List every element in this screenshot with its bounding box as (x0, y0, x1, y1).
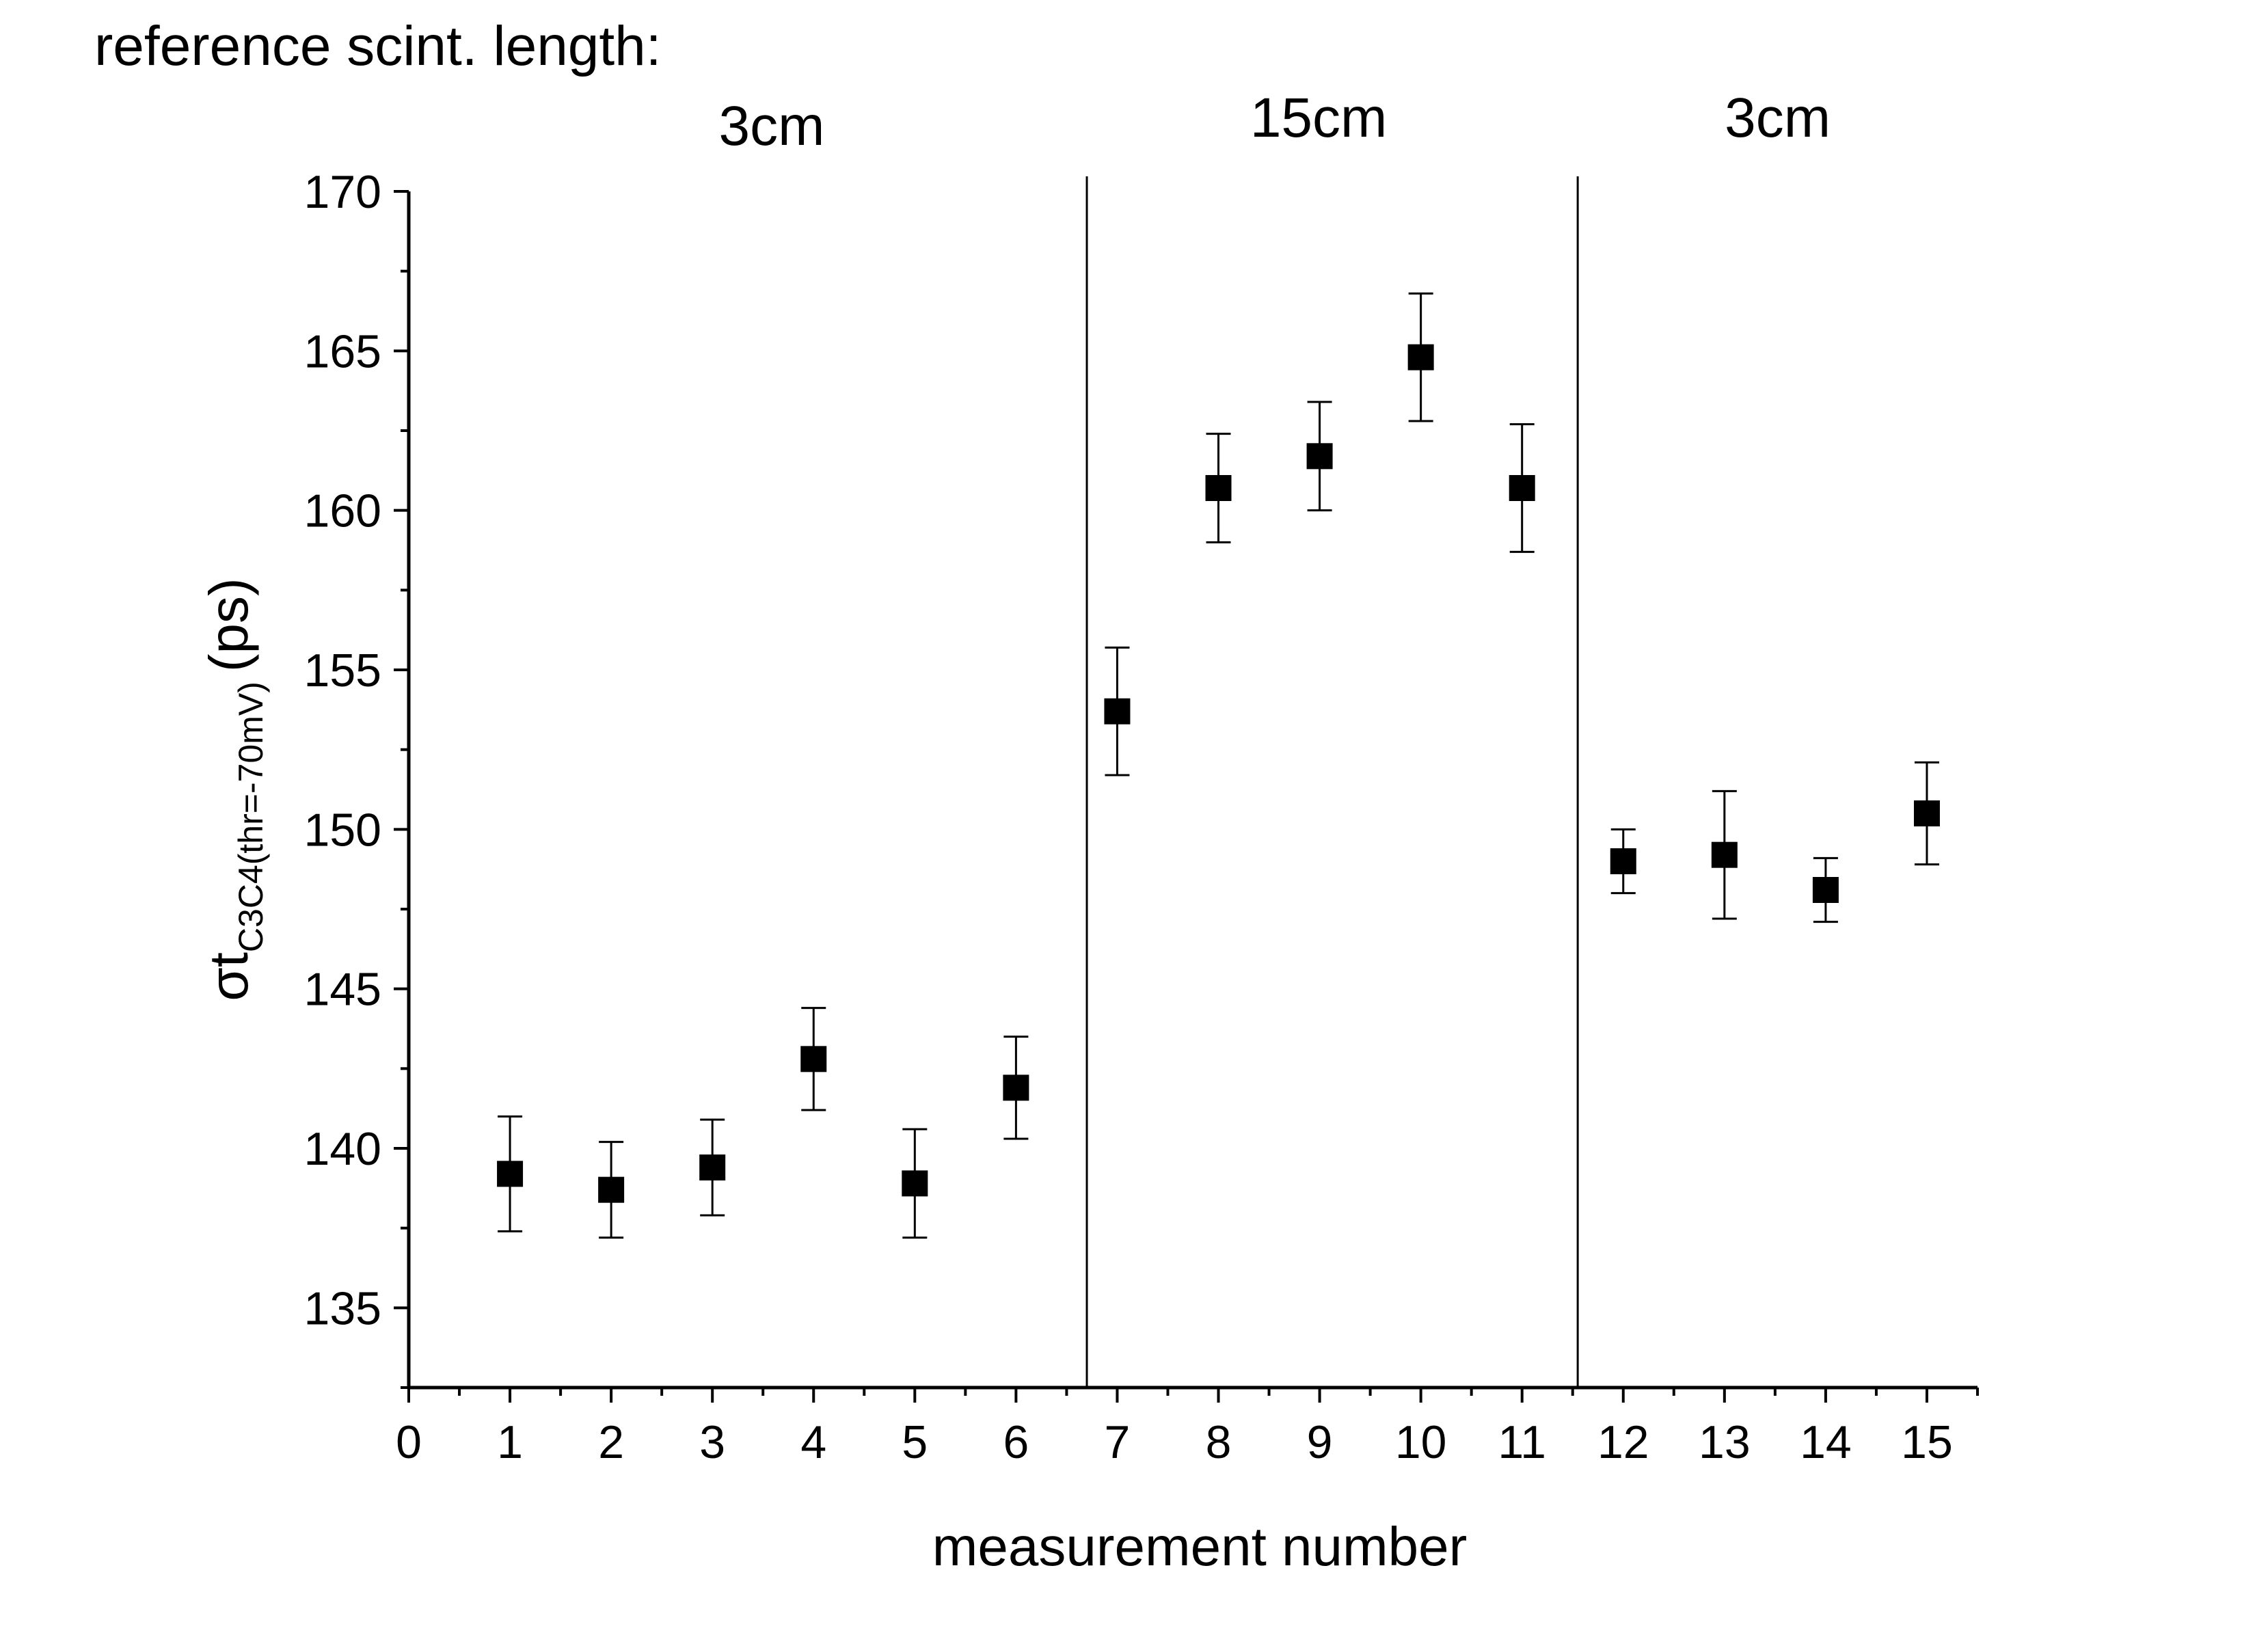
data-point (1711, 841, 1738, 868)
x-axis-ticks: 0 1 2 3 4 5 6 7 8 9 10 11 12 13 14 15 (396, 1388, 1979, 1468)
x-tick-label: 14 (1800, 1416, 1852, 1468)
x-tick-label: 9 (1307, 1416, 1333, 1468)
y-tick-label: 145 (304, 964, 381, 1016)
x-tick-label: 0 (396, 1416, 422, 1468)
region-separators (1085, 176, 1579, 1388)
y-tick-label: 140 (304, 1123, 381, 1175)
x-tick-label: 3 (699, 1416, 725, 1468)
y-tick-label: 170 (304, 166, 381, 218)
region-labels: 3cm 15cm 3cm (719, 87, 1831, 157)
data-point (1104, 698, 1131, 725)
x-axis-title: measurement number (932, 1516, 1468, 1577)
data-point (1812, 877, 1839, 903)
x-tick-label: 2 (598, 1416, 624, 1468)
data-point (902, 1170, 928, 1197)
data-point (497, 1161, 524, 1187)
x-tick-label: 4 (800, 1416, 826, 1468)
y-tick-label: 160 (304, 485, 381, 537)
x-tick-label: 7 (1105, 1416, 1131, 1468)
chart-caption: reference scint. length: (94, 15, 662, 77)
error-bars (498, 292, 1939, 1239)
data-point (1610, 848, 1636, 874)
x-tick-label: 12 (1597, 1416, 1649, 1468)
x-tick-label: 1 (497, 1416, 523, 1468)
y-axis-title-main: σt (198, 952, 259, 1001)
axes (407, 191, 1977, 1390)
data-points (497, 344, 1940, 1203)
data-point (1913, 800, 1940, 826)
x-tick-label: 13 (1699, 1416, 1751, 1468)
data-point (1407, 344, 1434, 370)
data-point (1003, 1075, 1029, 1101)
region-label: 3cm (1725, 87, 1831, 149)
x-tick-label: 11 (1498, 1416, 1546, 1468)
y-axis-title-unit: (ps) (198, 578, 259, 672)
y-tick-label: 135 (304, 1282, 381, 1334)
y-tick-label: 165 (304, 325, 381, 377)
x-tick-label: 5 (902, 1416, 928, 1468)
x-tick-label: 8 (1206, 1416, 1232, 1468)
x-tick-label: 15 (1901, 1416, 1953, 1468)
y-axis-title-subscript: C3C4(thr=-70mV) (232, 681, 270, 952)
data-point (1205, 475, 1232, 501)
data-point (800, 1046, 827, 1072)
data-point (598, 1176, 625, 1203)
region-label: 15cm (1250, 87, 1388, 149)
region-label: 3cm (719, 95, 825, 157)
data-point (1306, 443, 1333, 470)
y-tick-label: 150 (304, 804, 381, 856)
y-axis-title: σtC3C4(thr=-70mV) (ps) (198, 578, 270, 1001)
x-tick-label: 6 (1003, 1416, 1029, 1468)
data-point (1509, 475, 1535, 501)
data-point (699, 1154, 726, 1180)
y-axis-ticks: 135 140 145 150 155 160 165 170 (304, 166, 409, 1389)
y-tick-label: 155 (304, 645, 381, 697)
x-tick-label: 10 (1395, 1416, 1447, 1468)
